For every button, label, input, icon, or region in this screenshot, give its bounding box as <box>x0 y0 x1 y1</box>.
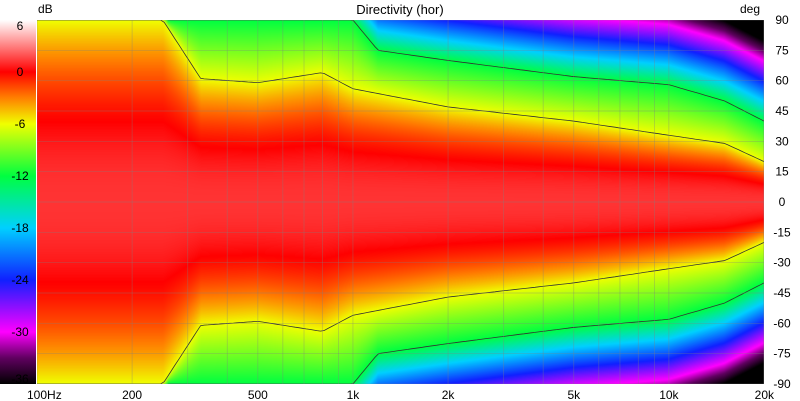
colorbar-tick-label: -24 <box>11 273 29 287</box>
x-tick-label: 5k <box>567 388 581 401</box>
y-tick-label: -45 <box>773 286 791 300</box>
y-axis-ticks: 90 75 60 45 30 15 0 -15 -30 -45 -60 -75 -90 <box>773 13 791 391</box>
y-tick-label: 30 <box>775 134 789 148</box>
x-tick-label: 10k <box>659 388 679 401</box>
colorbar-tick-label: 6 <box>17 19 24 33</box>
colorbar-tick-label: 0 <box>17 65 24 79</box>
chart-title: Directivity (hor) <box>356 2 443 17</box>
y-tick-label: 0 <box>779 195 786 209</box>
y-tick-label: 75 <box>775 43 789 57</box>
y-tick-label: -15 <box>773 225 791 239</box>
y-tick-label: -90 <box>773 377 791 391</box>
x-tick-label: 100Hz <box>27 388 62 401</box>
contour-line <box>37 20 764 162</box>
heatmap-image <box>37 20 764 384</box>
heatmap-plot-area <box>37 20 764 384</box>
contour-line <box>167 282 764 384</box>
colorbar-scale <box>0 20 36 384</box>
x-tick-label: 2k <box>442 388 456 401</box>
y-tick-label: -60 <box>773 316 791 330</box>
x-tick-label: 20k <box>755 388 775 401</box>
colorbar-unit-label: dB <box>38 2 53 16</box>
colorbar-tick-label: -30 <box>11 325 29 339</box>
y-tick-label: 90 <box>775 13 789 27</box>
y-tick-label: -75 <box>773 347 791 361</box>
right-axis-unit-label: deg <box>740 2 760 16</box>
colorbar-tick-label: -12 <box>11 169 29 183</box>
contour-line <box>37 242 764 384</box>
grid-lines <box>37 20 764 384</box>
colorbar-ticks: 6 0 -6 -12 -18 -24 -30 -36 <box>11 19 29 386</box>
x-tick-label: 500 <box>248 388 268 401</box>
y-tick-label: 15 <box>775 165 789 179</box>
y-tick-label: -30 <box>773 256 791 270</box>
x-axis-ticks: 100Hz 200 500 1k 2k 5k 10k 20k <box>27 388 775 401</box>
colorbar-tick-label: -36 <box>11 372 29 386</box>
contour-lines <box>37 20 764 384</box>
colorbar-tick-label: -18 <box>11 221 29 235</box>
y-tick-label: 45 <box>775 104 789 118</box>
x-tick-label: 200 <box>122 388 142 401</box>
colorbar-tick-label: -6 <box>15 117 26 131</box>
contour-line <box>167 20 764 122</box>
x-tick-label: 1k <box>347 388 361 401</box>
colorbar <box>0 20 36 384</box>
y-tick-label: 60 <box>775 74 789 88</box>
